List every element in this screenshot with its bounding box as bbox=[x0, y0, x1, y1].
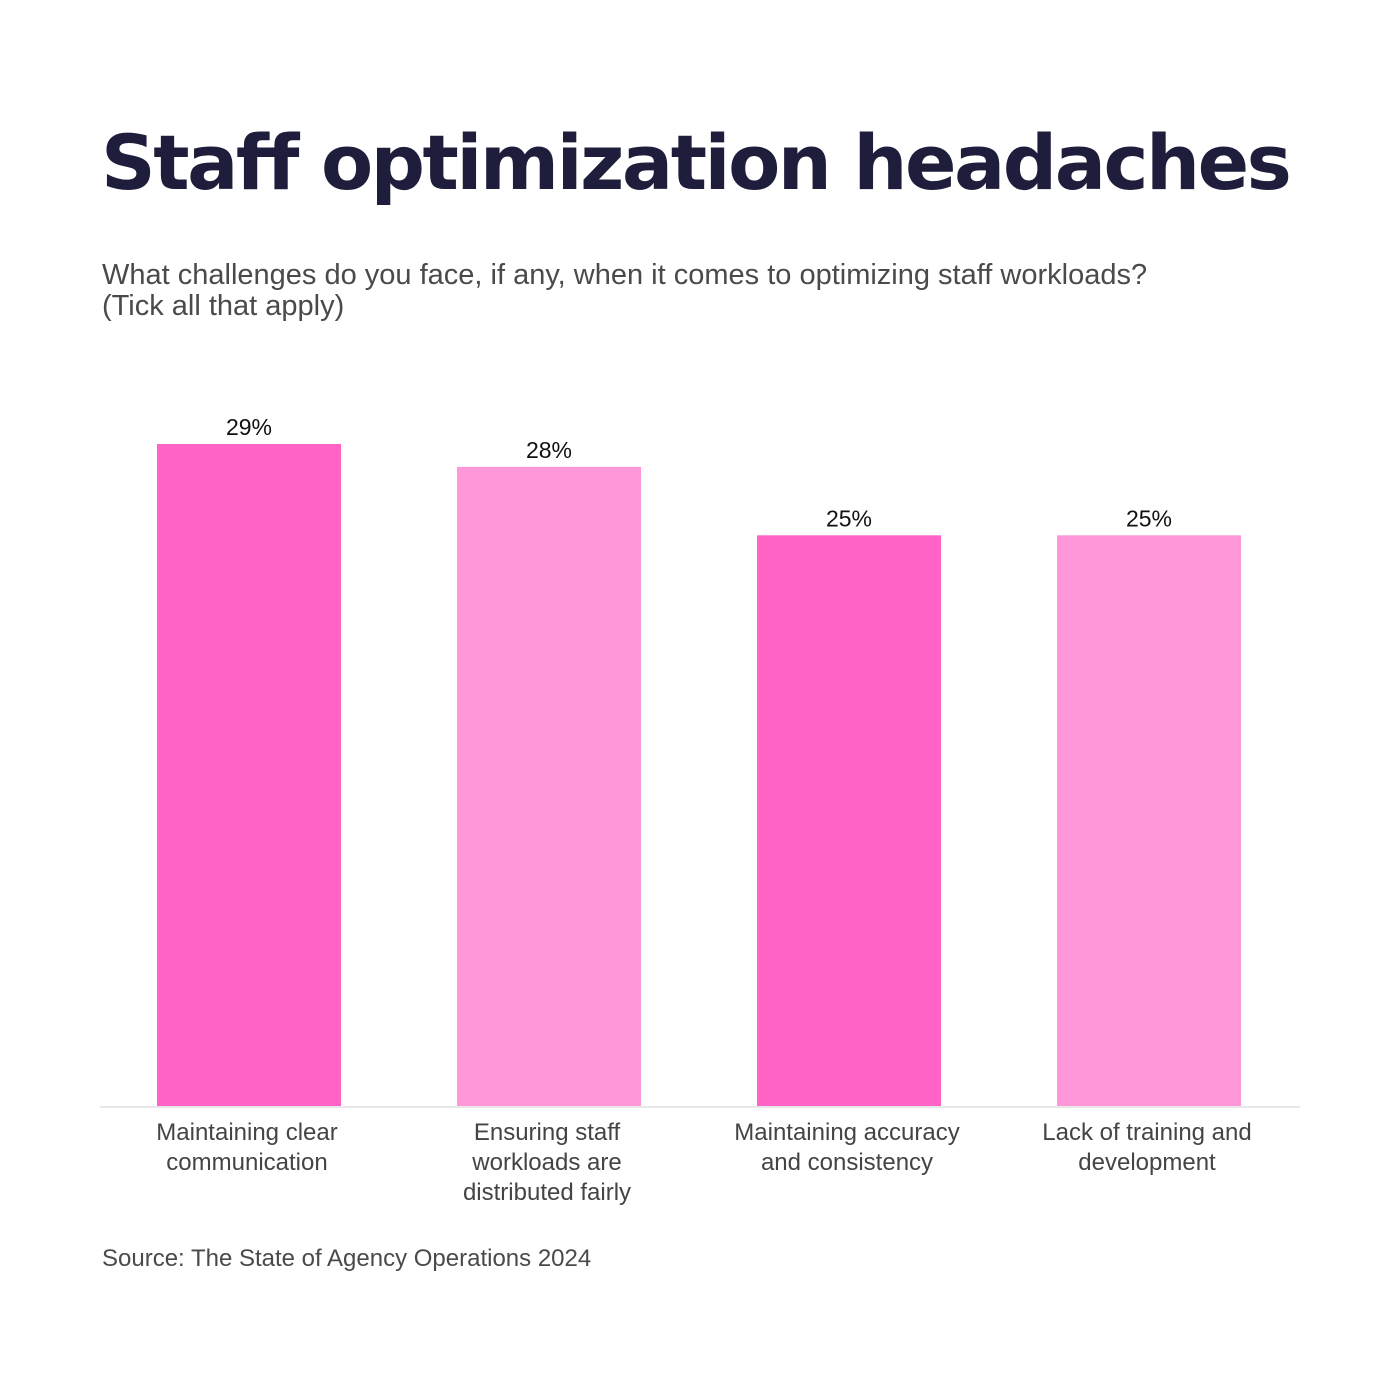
category-label-3: Maintaining accuracy and consistency bbox=[734, 1119, 959, 1176]
category-label-1: Maintaining clear communication bbox=[156, 1119, 337, 1176]
chart-title: Staff optimization headaches bbox=[101, 118, 1292, 207]
value-label-2: 28% bbox=[526, 437, 572, 463]
bar-2 bbox=[457, 466, 641, 1106]
value-label-1: 29% bbox=[226, 414, 272, 440]
bars-group bbox=[157, 444, 1241, 1106]
category-labels-group: Maintaining clear communication Ensuring s… bbox=[156, 1119, 1251, 1206]
value-label-3: 25% bbox=[826, 505, 872, 531]
value-labels-group: 29% 28% 25% 25% bbox=[226, 414, 1172, 531]
value-label-4: 25% bbox=[1126, 505, 1172, 531]
bar-4 bbox=[1057, 535, 1241, 1106]
chart-subtitle: What challenges do you face, if any, whe… bbox=[102, 259, 1148, 322]
category-label-2: Ensuring staff workloads are distributed f… bbox=[463, 1119, 631, 1206]
source-note: Source: The State of Agency Operations 2… bbox=[102, 1245, 592, 1272]
category-label-4: Lack of training and development bbox=[1042, 1119, 1251, 1176]
bar-1 bbox=[157, 444, 341, 1106]
bar-3 bbox=[757, 535, 941, 1106]
